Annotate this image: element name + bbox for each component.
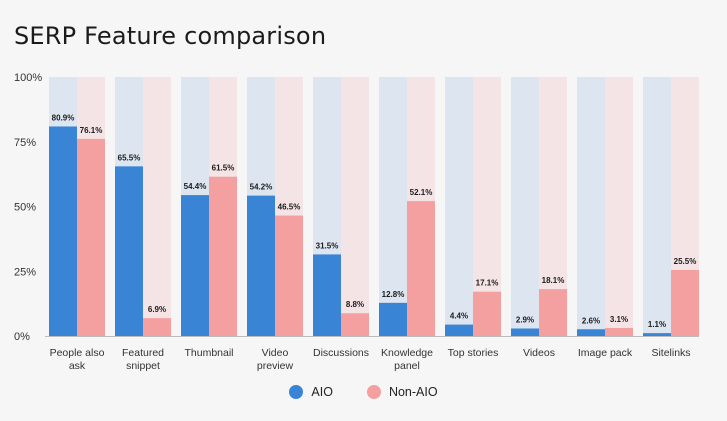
x-tick-label: Video [262, 347, 289, 359]
bar-non-aio [473, 291, 501, 336]
bar-aio [511, 328, 539, 336]
data-label: 18.1% [542, 276, 565, 285]
bar-background [379, 77, 407, 336]
data-label: 1.1% [648, 320, 666, 329]
bar-background [605, 77, 633, 336]
data-label: 6.9% [148, 305, 166, 314]
legend-label-aio: AIO [311, 385, 333, 399]
data-label: 8.8% [346, 300, 364, 309]
x-tick-label: Videos [523, 347, 555, 359]
bar-aio [115, 166, 143, 336]
x-tick-label: Sitelinks [651, 347, 690, 359]
y-tick-label: 0% [14, 331, 30, 343]
data-label: 52.1% [410, 188, 433, 197]
x-tick-label: ask [69, 360, 86, 372]
data-label: 4.4% [450, 312, 468, 321]
bar-background [511, 77, 539, 336]
bar-background [341, 77, 369, 336]
x-tick-label: Image pack [578, 347, 633, 359]
bar-background [143, 77, 171, 336]
legend-swatch-aio [289, 385, 304, 399]
bar-non-aio [275, 215, 303, 336]
bar-non-aio [209, 176, 237, 336]
data-label: 61.5% [212, 164, 235, 173]
legend-label-non-aio: Non-AIO [388, 385, 438, 399]
data-label: 54.4% [184, 182, 207, 191]
legend-item-aio[interactable]: AIO [289, 385, 333, 399]
legend: AIO Non-AIO [0, 385, 727, 399]
y-tick-label: 100% [14, 72, 42, 84]
data-label: 46.5% [278, 203, 301, 212]
bar-non-aio [407, 201, 435, 336]
x-tick-label: panel [394, 360, 420, 372]
data-label: 3.1% [610, 315, 628, 324]
x-tick-label: Knowledge [381, 347, 433, 359]
bar-background [577, 77, 605, 336]
chart-title: SERP Feature comparison [14, 22, 327, 50]
data-label: 2.9% [516, 315, 534, 324]
x-tick-label: Top stories [448, 347, 499, 359]
data-label: 76.1% [80, 126, 103, 135]
data-label: 80.9% [52, 113, 75, 122]
bar-non-aio [539, 289, 567, 336]
x-tick-label: Featured [122, 347, 164, 359]
bar-background [445, 77, 473, 336]
data-label: 54.2% [250, 183, 273, 192]
bar-aio [379, 302, 407, 336]
bar-aio [313, 254, 341, 336]
x-tick-label: snippet [126, 360, 160, 372]
bar-aio [445, 324, 473, 336]
bar-aio [247, 195, 275, 336]
bar-non-aio [77, 138, 105, 336]
data-label: 65.5% [118, 153, 141, 162]
bar-aio [181, 195, 209, 336]
bar-background [643, 77, 671, 336]
bar-aio [643, 333, 671, 336]
legend-item-non-aio[interactable]: Non-AIO [366, 385, 438, 399]
bar-non-aio [143, 318, 171, 336]
bar-non-aio [671, 269, 699, 336]
bar-aio [49, 126, 77, 337]
y-tick-label: 50% [14, 202, 36, 214]
bar-aio [577, 329, 605, 336]
x-tick-label: Discussions [313, 347, 369, 359]
legend-swatch-non-aio [366, 385, 381, 399]
bar-non-aio [605, 327, 633, 336]
x-tick-label: preview [257, 360, 294, 372]
data-label: 31.5% [316, 241, 339, 250]
data-label: 2.6% [582, 316, 600, 325]
y-tick-label: 25% [14, 266, 36, 278]
data-label: 25.5% [674, 257, 697, 266]
x-tick-label: Thumbnail [184, 347, 233, 359]
data-label: 17.1% [476, 279, 499, 288]
y-tick-label: 75% [14, 137, 36, 149]
bar-non-aio [341, 313, 369, 336]
data-label: 12.8% [382, 290, 405, 299]
x-tick-label: People also [50, 347, 105, 359]
